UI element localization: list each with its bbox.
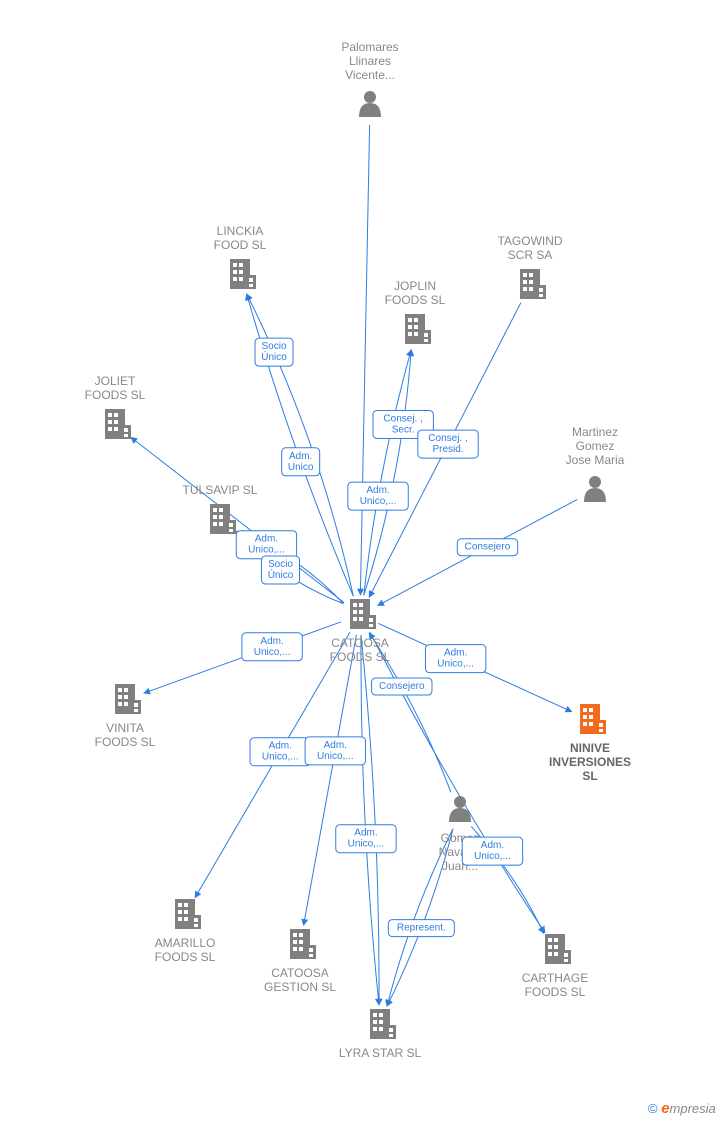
node-label: AMARILLO [155, 936, 216, 950]
svg-text:Presid.: Presid. [432, 444, 463, 455]
svg-text:Adm.: Adm. [444, 648, 467, 659]
node-label: VINITA [106, 721, 144, 735]
svg-text:Adm.: Adm. [354, 828, 377, 839]
node-carthage[interactable]: CARTHAGEFOODS SL [522, 934, 588, 999]
edge [364, 350, 411, 596]
node-label: FOOD SL [214, 238, 267, 252]
edge-label: Consejero [457, 539, 517, 556]
node-joplin[interactable]: JOPLINFOODS SL [385, 279, 446, 344]
node-catoosa[interactable]: CATOOSAFOODS SL [330, 599, 391, 664]
svg-text:Unico,...: Unico,... [248, 545, 285, 556]
node-ninive[interactable]: NINIVEINVERSIONESSL [549, 704, 631, 783]
svg-text:Consej. ,: Consej. , [428, 433, 467, 444]
node-label: FOODS SL [385, 293, 446, 307]
edge [304, 635, 357, 926]
svg-text:Socio: Socio [262, 341, 287, 352]
svg-text:Adm.: Adm. [324, 740, 347, 751]
svg-text:Unico,...: Unico,... [348, 839, 385, 850]
svg-text:Represent.: Represent. [397, 923, 446, 934]
node-label: Jose Maria [566, 453, 625, 467]
node-vinita[interactable]: VINITAFOODS SL [95, 684, 156, 749]
node-label: FOODS SL [95, 735, 156, 749]
svg-text:Único: Único [261, 350, 287, 363]
node-catoosag[interactable]: CATOOSAGESTION SL [264, 929, 336, 994]
edge-label: Adm.Unico [282, 448, 320, 476]
edge-label: SocioÚnico [255, 338, 293, 366]
node-label: FOODS SL [525, 985, 586, 999]
node-linckia[interactable]: LINCKIAFOOD SL [214, 224, 267, 289]
svg-text:Único: Único [268, 568, 294, 581]
svg-text:Adm.: Adm. [255, 534, 278, 545]
svg-text:Adm.: Adm. [481, 840, 504, 851]
edge-label: Adm.Unico,... [250, 738, 310, 766]
node-martinez[interactable]: MartinezGomezJose Maria [566, 425, 625, 502]
node-label: JOPLIN [394, 279, 436, 293]
svg-text:Unico,...: Unico,... [474, 851, 511, 862]
edge [360, 125, 369, 595]
node-label: Gomez [576, 439, 615, 453]
node-label: CATOOSA [271, 966, 329, 980]
svg-text:Adm.: Adm. [366, 485, 389, 496]
node-joliet[interactable]: JOLIETFOODS SL [85, 374, 146, 439]
edge-label: Adm.Unico,... [236, 531, 296, 559]
svg-text:Unico,...: Unico,... [254, 647, 291, 658]
edge-label: Adm.Unico,... [348, 482, 408, 510]
node-tagowind[interactable]: TAGOWINDSCR SA [497, 234, 562, 299]
svg-text:Unico,...: Unico,... [317, 751, 354, 762]
edge-label: Adm.Unico,... [336, 825, 396, 853]
edge-label: Adm.Unico,... [425, 645, 485, 673]
svg-text:Unico,...: Unico,... [437, 659, 474, 670]
svg-text:Socio: Socio [268, 559, 293, 570]
svg-text:Consejero: Consejero [465, 542, 511, 553]
node-label: GESTION SL [264, 980, 336, 994]
edge-label: Adm.Unico,... [462, 837, 522, 865]
svg-text:Unico,...: Unico,... [360, 496, 397, 507]
svg-text:Consej. ,: Consej. , [383, 414, 422, 425]
node-label: FOODS SL [155, 950, 216, 964]
svg-text:Unico,...: Unico,... [262, 752, 299, 763]
node-label: JOLIET [95, 374, 136, 388]
footer-brand: © empresia [648, 1100, 716, 1117]
node-label: CARTHAGE [522, 971, 588, 985]
node-label: LINCKIA [217, 224, 264, 238]
node-label: FOODS SL [330, 650, 391, 664]
node-label: Palomares [341, 40, 398, 54]
node-label: FOODS SL [85, 388, 146, 402]
svg-text:Secr.: Secr. [392, 425, 415, 436]
node-label: SCR SA [508, 248, 553, 262]
node-label: TULSAVIP SL [183, 483, 258, 497]
edge-label: Consejero [372, 678, 432, 695]
edge-label: Adm.Unico,... [242, 633, 302, 661]
node-label: SL [582, 769, 597, 783]
node-label: INVERSIONES [549, 755, 631, 769]
node-label: TAGOWIND [497, 234, 562, 248]
node-lyra[interactable]: LYRA STAR SL [339, 1009, 422, 1060]
node-amarillo[interactable]: AMARILLOFOODS SL [155, 899, 216, 964]
svg-text:Adm.: Adm. [289, 451, 312, 462]
node-label: Vicente... [345, 68, 395, 82]
network-diagram: PalomaresLlinaresVicente... LINCKIAFOOD S… [0, 0, 728, 1125]
edge-label: Consej. ,Presid. [418, 430, 478, 458]
node-label: CATOOSA [331, 636, 389, 650]
node-label: Llinares [349, 54, 391, 68]
svg-text:Consejero: Consejero [379, 681, 425, 692]
svg-text:Unico: Unico [288, 462, 314, 473]
edge-label: Adm.Unico,... [305, 737, 365, 765]
node-palomares[interactable]: PalomaresLlinaresVicente... [341, 40, 398, 117]
edge-label: Represent. [388, 920, 454, 937]
edge-label: SocioÚnico [261, 556, 299, 584]
node-label: Martinez [572, 425, 618, 439]
edge [364, 350, 411, 596]
node-label: NINIVE [570, 741, 610, 755]
svg-text:Adm.: Adm. [269, 741, 292, 752]
node-label: LYRA STAR SL [339, 1046, 422, 1060]
svg-text:Adm.: Adm. [260, 636, 283, 647]
